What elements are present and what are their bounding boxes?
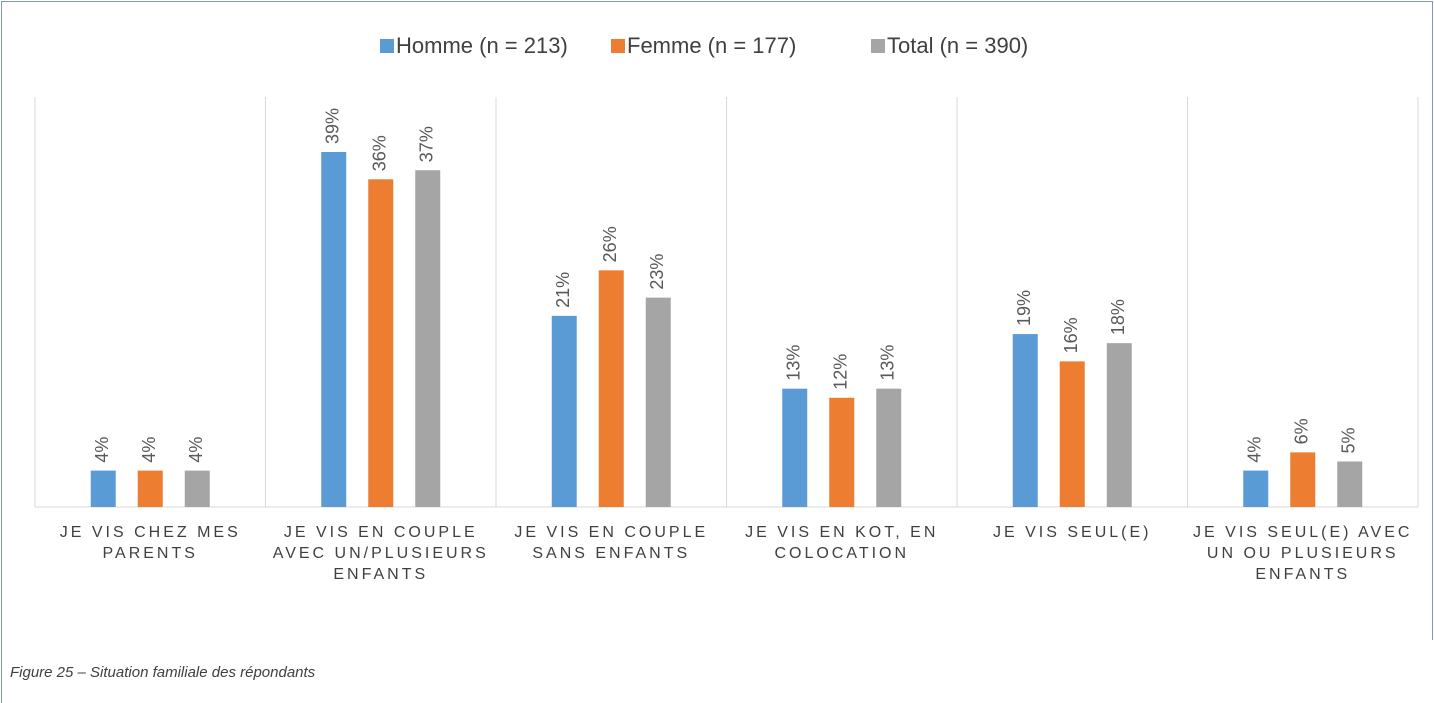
- bar: [368, 179, 394, 508]
- data-label: 12%: [831, 354, 851, 390]
- x-tick-label: JE VIS EN COUPLE AVEC UN/PLUSIEURS ENFAN…: [272, 524, 489, 583]
- data-label: 4%: [139, 437, 159, 463]
- x-tick-label: JE VIS EN COUPLE SANS ENFANTS: [514, 524, 709, 562]
- bar: [829, 397, 855, 507]
- data-label: 6%: [1292, 418, 1312, 444]
- caption: Figure 25 – Situation familiale des répo…: [10, 664, 316, 681]
- bar: [90, 470, 116, 507]
- bar: [598, 270, 624, 507]
- bar: [551, 315, 577, 507]
- bar: [1337, 461, 1363, 507]
- bar: [1012, 334, 1038, 507]
- bar: [415, 170, 441, 507]
- bar: [1106, 343, 1132, 507]
- legend-label: Total (n = 390): [887, 33, 1028, 58]
- data-label: 23%: [647, 254, 667, 290]
- legend-swatch: [871, 39, 885, 53]
- data-label: 18%: [1108, 299, 1128, 335]
- legend-label: Femme (n = 177): [627, 33, 796, 58]
- data-label: 21%: [553, 272, 573, 308]
- data-label: 5%: [1339, 427, 1359, 453]
- data-label: 4%: [1245, 437, 1265, 463]
- data-label: 36%: [370, 135, 390, 171]
- bar: [184, 470, 210, 507]
- data-label: 16%: [1061, 317, 1081, 353]
- legend-label: Homme (n = 213): [396, 33, 568, 58]
- bar: [321, 152, 347, 507]
- data-label: 13%: [878, 345, 898, 381]
- bar: [1290, 452, 1316, 507]
- bar: [137, 470, 163, 507]
- data-label: 4%: [92, 437, 112, 463]
- x-tick-label: JE VIS CHEZ MES PARENTS: [59, 524, 241, 562]
- bar: [782, 388, 808, 507]
- x-tick-label: JE VIS SEUL(E): [993, 524, 1152, 541]
- bar: [645, 297, 671, 507]
- x-tick-label: JE VIS EN KOT, EN COLOCATION: [745, 524, 939, 562]
- data-label: 39%: [323, 108, 343, 144]
- bar: [876, 388, 902, 507]
- data-label: 13%: [784, 345, 804, 381]
- legend-swatch: [611, 39, 625, 53]
- data-label: 19%: [1014, 290, 1034, 326]
- bar: [1059, 361, 1085, 507]
- data-label: 37%: [417, 126, 437, 162]
- legend-swatch: [380, 39, 394, 53]
- data-label: 4%: [186, 437, 206, 463]
- x-tick-label: JE VIS SEUL(E) AVEC UN OU PLUSIEURS ENFA…: [1193, 524, 1413, 583]
- data-label: 26%: [600, 226, 620, 262]
- bar: [1243, 470, 1269, 507]
